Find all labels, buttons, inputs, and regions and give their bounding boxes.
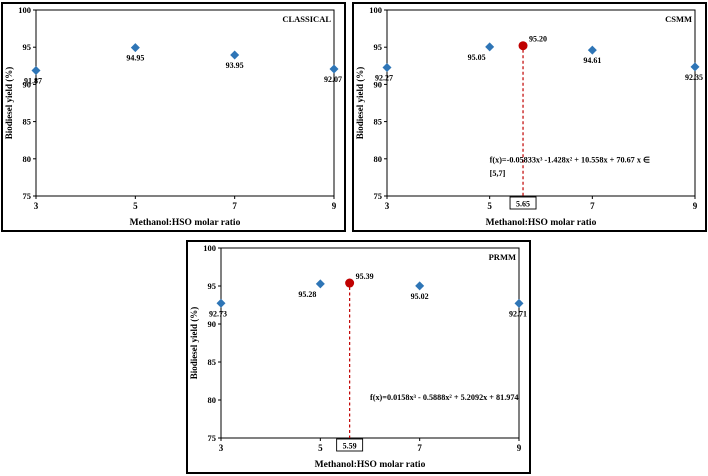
y-tick-label: 75 [208, 433, 217, 443]
y-tick-label: 85 [208, 357, 217, 367]
data-point-label: 91.87 [24, 76, 42, 85]
chart-title: CSMM [665, 14, 692, 24]
chart-panel-classical: 75 80 85 90 95 100 3 5 7 9 CLASSICAL Methanol:HSO m… [1, 2, 346, 232]
data-point-label: 92.73 [209, 309, 227, 318]
data-point-diamond [514, 298, 524, 308]
y-axis-title: Biodiesel yield (%) [189, 307, 199, 380]
data-point-diamond [216, 298, 226, 308]
data-point-diamond [130, 43, 140, 53]
x-tick-label: 5 [318, 443, 323, 453]
y-tick-label: 85 [23, 117, 32, 127]
y-tick-label: 95 [23, 42, 32, 52]
x-tick-label: 7 [232, 201, 237, 211]
data-point-diamond [31, 65, 41, 75]
data-point-label: 92.35 [685, 73, 703, 82]
data-point-label: 95.02 [411, 292, 429, 301]
optimum-x-label: 5.59 [343, 442, 357, 451]
plot-area-border [35, 9, 335, 197]
chart-prmm: 75 80 85 90 95 100 3 5 7 9 PRMM Methanol:HSO molar … [189, 243, 527, 470]
y-tick-label: 100 [18, 5, 31, 15]
y-tick-label: 90 [23, 79, 32, 89]
optimum-x-label: 5.65 [516, 200, 530, 209]
y-tick-label: 90 [374, 79, 383, 89]
equation-annotation: f(x)=0.0158x³ - 0.5888x² + 5.2092x + 81.… [370, 393, 519, 402]
x-axis-title: Methanol:HSO molar ratio [486, 218, 597, 228]
plot-area-border [386, 9, 696, 197]
data-point-diamond [690, 62, 700, 72]
data-point-label: 92.27 [375, 74, 393, 83]
y-tick-label: 85 [374, 117, 383, 127]
data-point-label: 92.71 [509, 309, 527, 318]
x-tick-label: 3 [219, 443, 224, 453]
data-point-diamond [485, 42, 495, 52]
data-point-label: 95.28 [298, 290, 316, 299]
data-point-diamond [329, 64, 339, 74]
chart-title: PRMM [489, 252, 516, 262]
y-axis-title: Biodiesel yield (%) [355, 67, 365, 140]
chart-csmm: 75 80 85 90 95 100 3 5 7 9 CSMM Methanol:HSO molar … [355, 5, 703, 228]
equation-annotation: f(x)=-0.05833x³ -1.428x² + 10.558x + 70.… [490, 156, 650, 165]
data-point-diamond [415, 281, 425, 291]
x-tick-label: 5 [133, 201, 138, 211]
data-point-label: 94.95 [126, 54, 144, 63]
x-axis-title: Methanol:HSO molar ratio [130, 218, 241, 228]
y-tick-label: 80 [208, 395, 217, 405]
chart-title: CLASSICAL [282, 14, 331, 24]
y-tick-label: 100 [369, 5, 382, 15]
chart-panel-csmm: 75 80 85 90 95 100 3 5 7 9 CSMM Methanol:HSO molar … [352, 2, 707, 232]
data-point-diamond [382, 63, 392, 73]
plot-area-border [220, 247, 520, 439]
data-point-diamond [315, 279, 325, 289]
chart-classical: 75 80 85 90 95 100 3 5 7 9 CLASSICAL Methanol:HSO m… [4, 5, 342, 228]
data-point-label: 95.05 [468, 53, 486, 62]
data-point-diamond [230, 50, 240, 60]
y-tick-label: 90 [208, 319, 217, 329]
y-axis-title: Biodiesel yield (%) [4, 67, 14, 140]
x-tick-label: 5 [487, 201, 492, 211]
y-tick-label: 80 [23, 154, 32, 164]
optimum-x-box [509, 196, 537, 210]
x-tick-label: 9 [517, 443, 522, 453]
y-tick-label: 75 [374, 191, 383, 201]
optimum-x-box [336, 438, 364, 452]
x-tick-label: 9 [693, 201, 698, 211]
y-tick-label: 80 [374, 154, 383, 164]
x-tick-label: 7 [417, 443, 422, 453]
y-tick-label: 100 [203, 243, 216, 253]
x-tick-label: 3 [385, 201, 390, 211]
y-tick-label: 95 [208, 281, 217, 291]
x-tick-label: 3 [34, 201, 39, 211]
y-tick-label: 75 [23, 191, 32, 201]
optimum-point [345, 278, 355, 288]
optimum-point [518, 41, 528, 51]
optimum-point-label: 95.39 [356, 272, 374, 281]
x-tick-label: 9 [332, 201, 337, 211]
y-tick-label: 95 [374, 42, 383, 52]
x-axis-title: Methanol:HSO molar ratio [315, 460, 426, 470]
data-point-label: 94.61 [583, 56, 601, 65]
chart-panel-prmm: 75 80 85 90 95 100 3 5 7 9 PRMM Methanol:HSO molar … [186, 240, 531, 474]
equation-annotation: [5,7] [490, 169, 506, 178]
data-point-diamond [587, 45, 597, 55]
optimum-point-label: 95.20 [529, 35, 547, 44]
data-point-label: 92.07 [324, 75, 342, 84]
x-tick-label: 7 [590, 201, 595, 211]
data-point-label: 93.95 [226, 61, 244, 70]
